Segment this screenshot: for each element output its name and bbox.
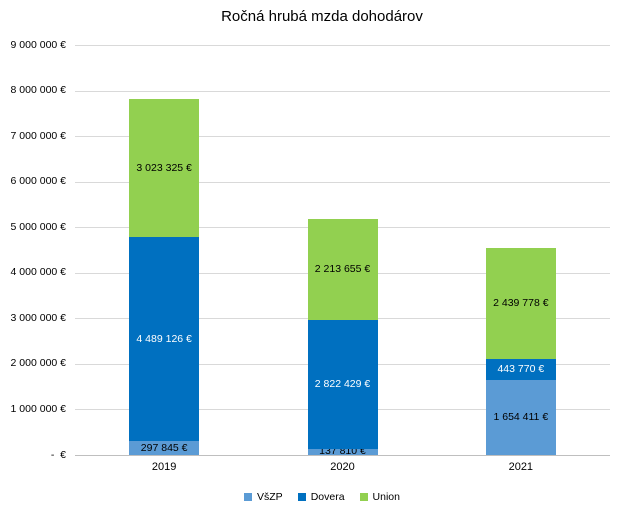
x-axis-category-label: 2021	[508, 461, 534, 473]
bar-segment-vszp-2020: 137 810 €	[307, 445, 378, 457]
y-axis-tick-label: 1 000 000 €	[10, 402, 66, 415]
bar-segment-dovera-2019: 4 489 126 €	[129, 236, 200, 442]
bar-value-label: 443 770 €	[497, 363, 545, 375]
bar-segment-union-2020: 2 213 655 €	[307, 219, 378, 321]
bar-segment-dovera-2021: 443 770 €	[485, 359, 556, 380]
y-axis-tick-label: - €	[50, 448, 66, 461]
bar-value-label: 2 822 429 €	[314, 377, 371, 390]
legend-item-vszp: VšZP	[244, 491, 283, 503]
legend-swatch-union	[359, 493, 368, 501]
legend-item-union: Union	[359, 491, 400, 503]
bar-value-label: 3 023 325 €	[136, 161, 192, 174]
gridline	[75, 45, 610, 46]
y-axis-tick-label: 7 000 000 €	[10, 129, 66, 142]
legend-swatch-vszp	[244, 493, 253, 501]
y-axis-tick-label: 5 000 000 €	[10, 220, 66, 233]
legend: VšZP Dovera Union	[0, 491, 644, 503]
legend-swatch-dovera	[297, 493, 306, 501]
bar-value-label: 2 213 655 €	[314, 263, 371, 276]
bar-value-label: 1 654 411 €	[493, 410, 549, 423]
x-axis-category-label: 2020	[330, 461, 355, 473]
bar-segment-vszp-2019: 297 845 €	[129, 441, 200, 455]
y-axis-tick-label: 2 000 000 €	[10, 357, 66, 370]
y-axis-tick-label: 3 000 000 €	[10, 311, 66, 324]
bar-value-label: 2 439 778 €	[493, 297, 549, 310]
y-axis-tick-label: 8 000 000 €	[10, 84, 66, 97]
legend-label-union: Union	[372, 491, 400, 503]
y-axis-tick-label: 9 000 000 €	[10, 38, 66, 51]
x-axis-line	[75, 455, 610, 456]
bar-segment-vszp-2021: 1 654 411 €	[485, 379, 556, 455]
legend-item-dovera: Dovera	[297, 491, 345, 503]
bar-value-label: 297 845 €	[140, 441, 188, 454]
legend-label-dovera: Dovera	[310, 491, 345, 503]
bar-value-label: 4 489 126 €	[136, 332, 192, 345]
x-axis-category-label: 2019	[151, 461, 177, 473]
legend-label-vszp: VšZP	[257, 491, 283, 503]
gridline	[75, 136, 610, 138]
gridline	[75, 181, 610, 183]
bar-segment-union-2019: 3 023 325 €	[129, 99, 200, 237]
y-axis-tick-label: 4 000 000 €	[10, 266, 66, 279]
gridline	[75, 90, 610, 92]
y-axis-tick-label: 6 000 000 €	[10, 175, 66, 188]
bar-segment-union-2021: 2 439 778 €	[485, 248, 556, 360]
chart-title: Ročná hrubá mzda dohodárov	[221, 8, 423, 25]
bar-segment-dovera-2020: 2 822 429 €	[307, 320, 378, 449]
